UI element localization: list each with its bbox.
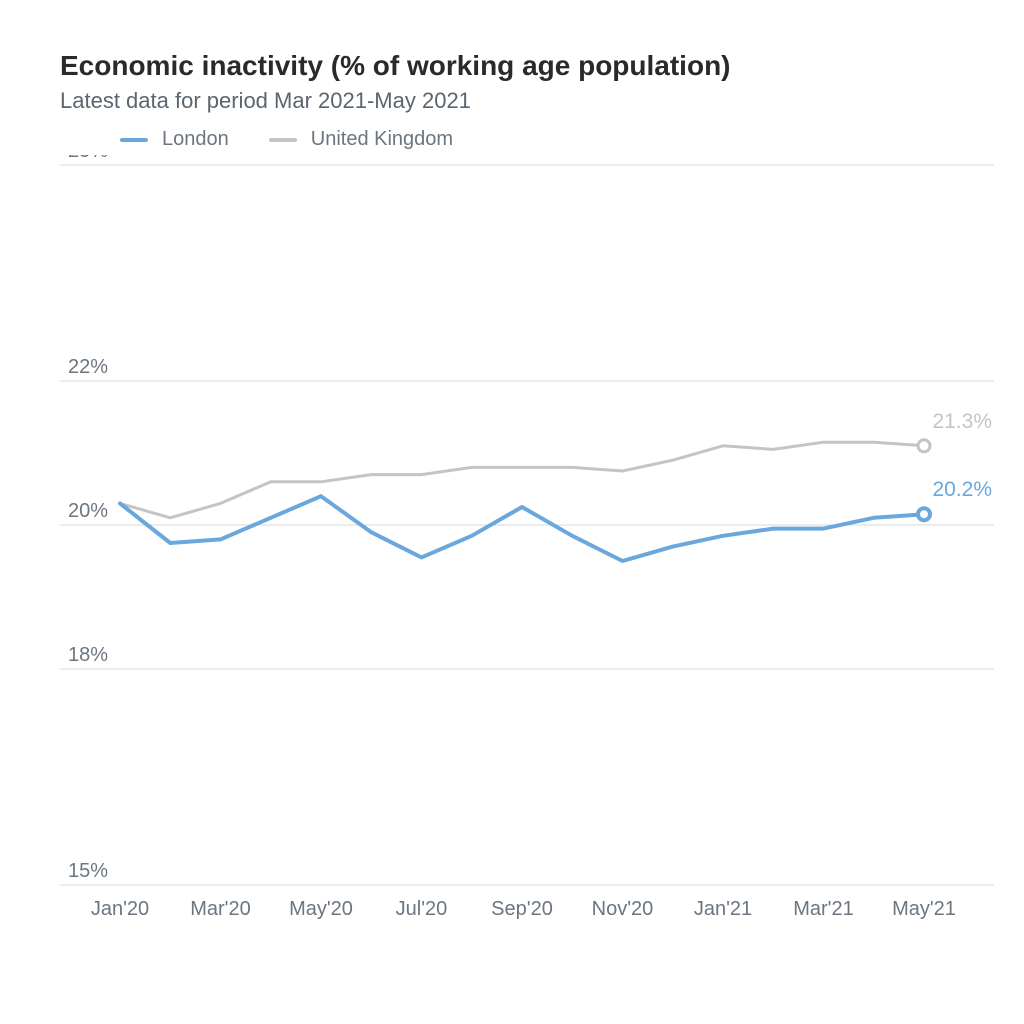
series-end-marker <box>918 508 930 520</box>
legend-item-uk: United Kingdom <box>269 128 453 151</box>
x-axis-tick-label: Jul'20 <box>396 898 448 920</box>
series-end-marker <box>918 440 930 452</box>
chart-title: Economic inactivity (% of working age po… <box>60 50 994 82</box>
x-axis-tick-label: Jan'20 <box>91 898 149 920</box>
series-end-label: 21.3% <box>932 410 992 433</box>
x-axis-tick-label: May'21 <box>892 898 956 920</box>
x-axis-tick-label: May'20 <box>289 898 353 920</box>
x-axis-tick-label: Mar'20 <box>190 898 251 920</box>
legend-swatch <box>120 138 148 142</box>
chart-subtitle: Latest data for period Mar 2021-May 2021 <box>60 88 994 114</box>
legend-label: London <box>162 128 229 151</box>
series-line <box>120 496 924 561</box>
legend-item-london: London <box>120 128 229 151</box>
y-axis-tick-label: 22% <box>68 356 108 378</box>
y-axis-tick-label: 20% <box>68 500 108 522</box>
legend-label: United Kingdom <box>311 128 453 151</box>
x-axis-tick-label: Jan'21 <box>694 898 752 920</box>
x-axis-tick-label: Sep'20 <box>491 898 553 920</box>
x-axis-tick-label: Mar'21 <box>793 898 854 920</box>
chart-svg: 15% 18% 20% 22% 25% Jan'20 Mar'20 May'20 Jul'20 S… <box>60 155 994 935</box>
y-axis-tick-label: 15% <box>68 860 108 882</box>
chart-legend: London United Kingdom <box>120 128 994 151</box>
series-end-label: 20.2% <box>932 478 992 501</box>
chart-plot-area: 15% 18% 20% 22% 25% Jan'20 Mar'20 May'20 Jul'20 S… <box>60 155 994 935</box>
y-axis-tick-label: 25% <box>68 155 108 162</box>
x-axis-tick-label: Nov'20 <box>592 898 654 920</box>
y-axis-tick-label: 18% <box>68 644 108 666</box>
legend-swatch <box>269 138 297 142</box>
